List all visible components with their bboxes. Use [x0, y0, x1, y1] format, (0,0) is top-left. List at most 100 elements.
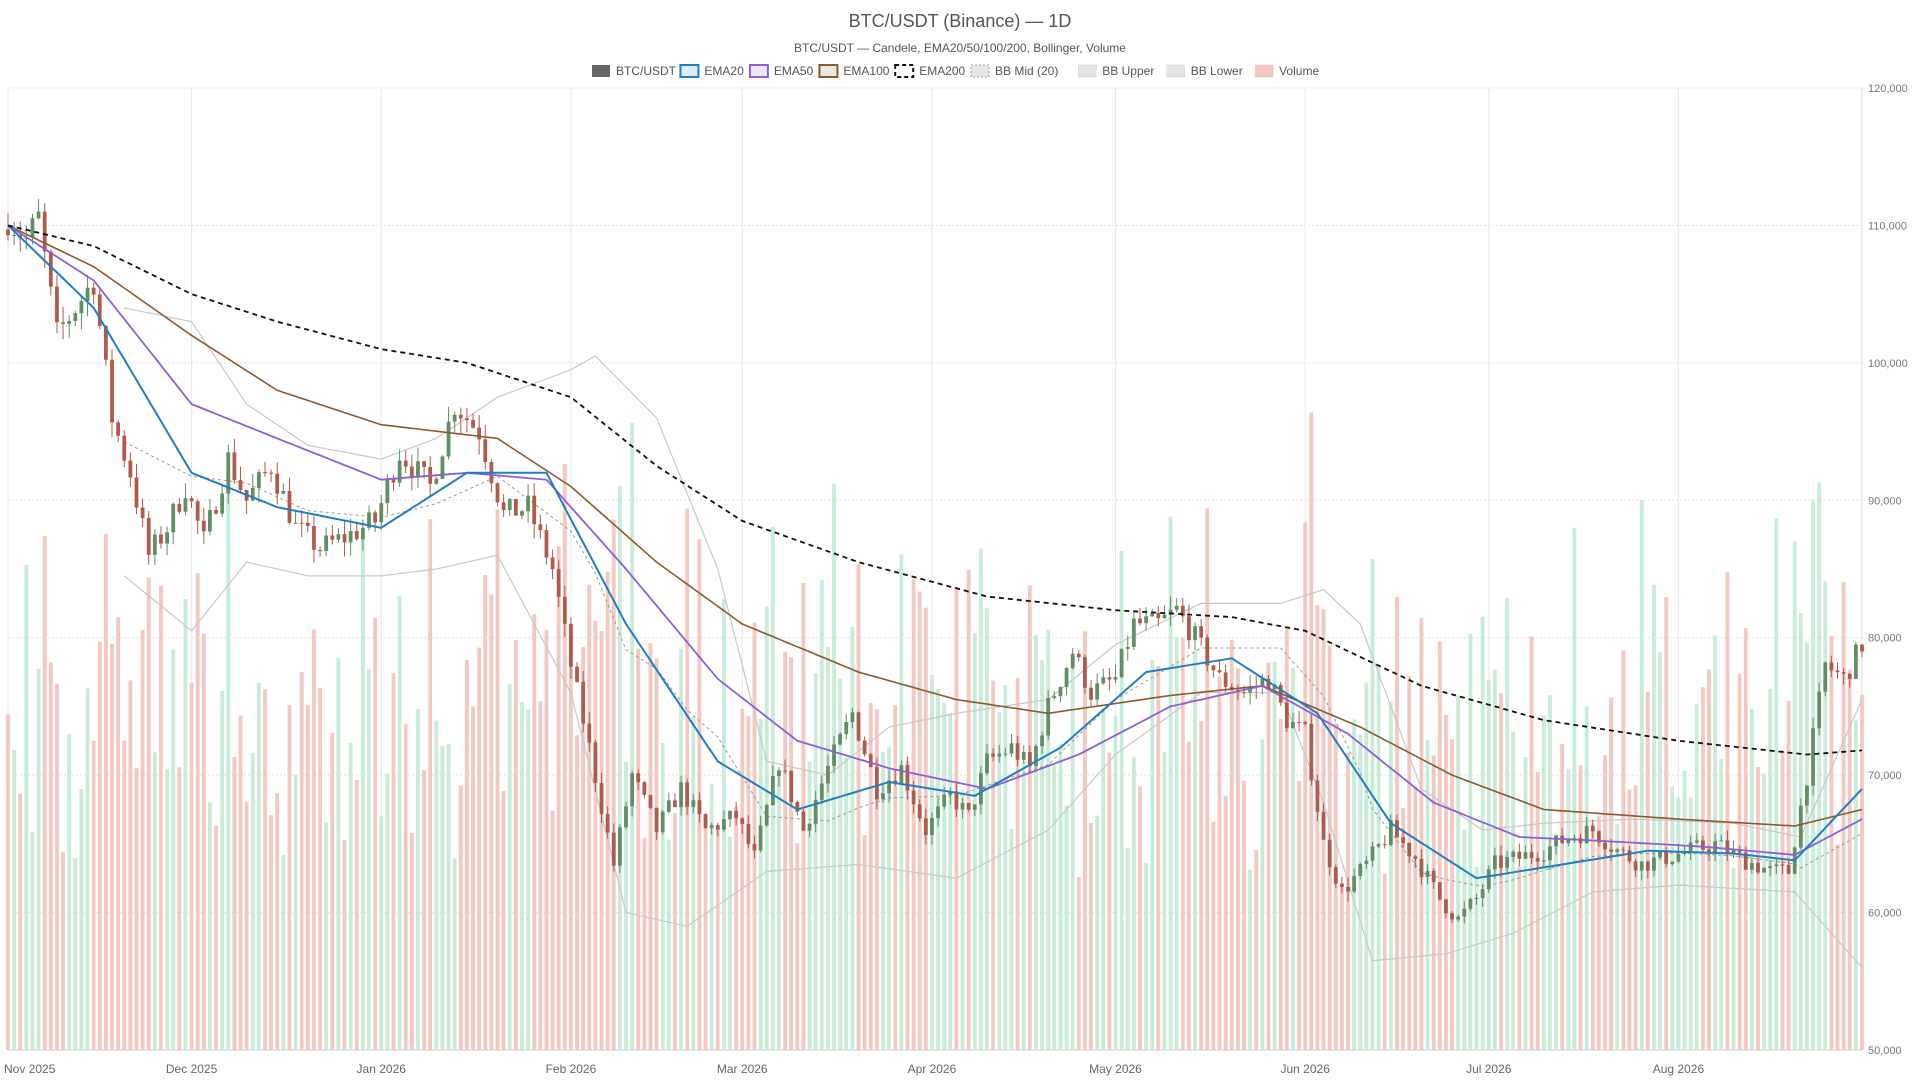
candle-body [391, 479, 396, 483]
candle [1652, 850, 1656, 877]
volume-bar [709, 783, 714, 1050]
candle [208, 498, 212, 536]
candle-body [1584, 825, 1589, 844]
volume-bar [1444, 715, 1448, 1050]
volume-bar [287, 705, 292, 1050]
legend[interactable]: BTC/USDT EMA20 EMA50 EMA100 EMA200 BB Mid (20… [592, 64, 1319, 78]
legend-swatch [679, 64, 700, 78]
legend-swatch [1166, 64, 1185, 78]
candle-body [1725, 840, 1730, 854]
candle [171, 502, 176, 545]
candle-body [960, 803, 965, 810]
volume-bar [1474, 867, 1479, 1050]
candle-body [1541, 860, 1546, 862]
candle [936, 797, 940, 827]
candle-body [1340, 883, 1344, 887]
candle [997, 744, 1002, 763]
volume-bar [1480, 616, 1485, 1050]
candle [391, 474, 396, 491]
candle-body [1083, 657, 1087, 688]
candle-body [1450, 913, 1454, 920]
candle [838, 732, 843, 746]
legend-item-3[interactable]: EMA100 [818, 64, 890, 78]
volume-bar [244, 801, 249, 1050]
volume-bar [256, 682, 261, 1050]
volume-bar [367, 669, 371, 1050]
candle-body [1113, 677, 1118, 680]
volume-bar [1187, 741, 1191, 1050]
candle [697, 792, 702, 823]
legend-item-7[interactable]: BB Lower [1166, 64, 1243, 78]
volume-bar [1340, 883, 1344, 1050]
candle [1749, 857, 1754, 874]
candle-body [85, 287, 90, 301]
volume-bar [1419, 617, 1424, 1050]
volume-bar [734, 806, 739, 1050]
candle [403, 450, 408, 474]
candle-body [1346, 886, 1350, 892]
volume-bar [79, 789, 84, 1050]
legend-item-4[interactable]: EMA200 [894, 64, 966, 78]
candle-body [526, 495, 530, 512]
candle-body [666, 800, 671, 812]
candle [1621, 846, 1626, 855]
candle-body [422, 461, 426, 467]
volume-bar [483, 574, 488, 1050]
ema-lines [7, 224, 1863, 880]
volume-bar [1431, 755, 1436, 1050]
volume-bar [1664, 597, 1669, 1050]
candle-body [1701, 840, 1705, 850]
volume-bar [1462, 829, 1467, 1050]
candle [110, 349, 114, 437]
volume-bar [1064, 805, 1069, 1050]
candle [1407, 842, 1412, 864]
volume-bar [1541, 715, 1546, 1050]
candle [1095, 673, 1100, 706]
volume-bar [1083, 631, 1087, 1050]
volume-bar [991, 680, 996, 1050]
candle-body [1199, 626, 1204, 638]
candle [1505, 850, 1509, 875]
candle-body [899, 765, 904, 784]
candle [1376, 843, 1381, 849]
candle [189, 496, 194, 509]
candle-body [263, 472, 267, 474]
volume-bar [1297, 780, 1301, 1050]
volume-bar [495, 509, 500, 1050]
volume-bar [1144, 862, 1148, 1050]
legend-item-2[interactable]: EMA50 [748, 64, 814, 78]
volume-bar [1193, 650, 1197, 1050]
candle-body [715, 825, 720, 830]
volume-bar [67, 734, 72, 1050]
candle-body [293, 522, 298, 524]
candle-body [1572, 837, 1577, 839]
candle [1511, 849, 1516, 862]
volume-bar [954, 586, 959, 1050]
candle-body [1272, 684, 1277, 690]
volume-bar [1040, 660, 1044, 1050]
candle-body [1780, 864, 1785, 866]
candle-body [336, 534, 341, 540]
volume-bar [673, 813, 677, 1050]
candle-body [1095, 683, 1100, 700]
candle [881, 784, 885, 803]
candle-body [67, 321, 72, 324]
volume-bar [201, 633, 206, 1050]
volume-bar [1517, 867, 1522, 1050]
legend-item-1[interactable]: EMA20 [679, 64, 744, 78]
legend-item-6[interactable]: BB Upper [1078, 64, 1154, 78]
volume-bar [293, 774, 298, 1050]
candle-body [1297, 721, 1301, 723]
x-tick-label: Feb 2026 [546, 1062, 597, 1076]
candle-body [446, 421, 451, 457]
volume-bar [42, 535, 47, 1050]
volume-bar [30, 831, 35, 1050]
legend-item-5[interactable]: BB Mid (20) [970, 64, 1058, 78]
legend-item-8[interactable]: Volume [1254, 64, 1319, 78]
volume-bar [1627, 789, 1632, 1050]
candle [715, 822, 720, 837]
candle [685, 778, 690, 815]
legend-item-0[interactable]: BTC/USDT [592, 64, 677, 78]
candle-body [128, 460, 133, 478]
candle [777, 767, 781, 788]
